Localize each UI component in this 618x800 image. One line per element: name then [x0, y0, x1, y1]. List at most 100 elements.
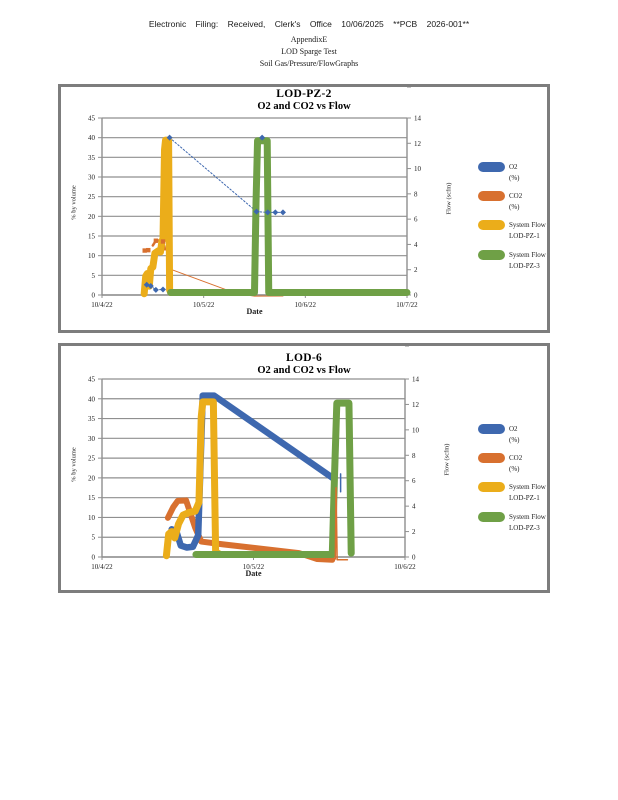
left-tick-label: 20	[88, 474, 96, 482]
chart-subtitle: O2 and CO2 vs Flow	[257, 365, 351, 376]
marker-square	[146, 247, 151, 253]
left-tick-label: 25	[88, 193, 96, 201]
legend-label: CO2	[509, 192, 523, 200]
left-tick-label: 45	[88, 115, 96, 123]
legend-item-flow3: System Flow LOD-PZ-3	[478, 250, 546, 272]
chart-title: LOD-PZ-2	[276, 88, 332, 100]
series-line	[162, 398, 224, 560]
right-tick-label: 8	[412, 452, 416, 460]
legend-swatch-flow3	[478, 250, 505, 260]
marker-square	[142, 248, 147, 253]
x-tick-label: 10/4/22	[91, 301, 113, 309]
marker-square	[160, 239, 166, 244]
right-tick-label: 12	[412, 401, 420, 409]
left-tick-label: 35	[88, 154, 96, 162]
graphs-title: Soil Gas/Pressure/FlowGraphs	[259, 59, 359, 68]
legend-label: O2	[509, 163, 518, 171]
chart-panel-lod-6: LOD-6 O2 and CO2 vs Flow 0 0 5 2 10 4 15 6 20 8 25…	[58, 343, 550, 593]
right-tick-label: 0	[412, 554, 416, 562]
legend-label: (%)	[509, 436, 520, 444]
legend-label: LOD-PZ-1	[509, 232, 540, 240]
right-tick-label: 2	[414, 266, 418, 274]
right-tick-label: undefined	[414, 87, 442, 89]
appendix-title: AppendixE	[290, 35, 328, 44]
legend-item-flow3: System Flow LOD-PZ-3	[478, 512, 546, 534]
left-tick-label: 10	[88, 252, 96, 260]
marker-diamond	[272, 209, 279, 216]
left-tick-label: 10	[88, 514, 96, 522]
right-tick-label: 2	[412, 528, 416, 536]
left-tick-label: 30	[88, 435, 96, 443]
series-line	[140, 136, 175, 298]
left-tick-label: 20	[88, 213, 96, 221]
right-tick-label: 8	[414, 190, 418, 198]
right-tick-label: undefined	[412, 346, 440, 348]
legend-label: O2	[509, 425, 518, 433]
legend-label: CO2	[509, 454, 523, 462]
legend-label: System Flow	[509, 251, 546, 259]
left-tick-label: 15	[88, 233, 96, 241]
right-axis-title: Flow (scfm)	[443, 443, 451, 476]
right-tick-label: 10	[412, 426, 420, 434]
legend-item-co2: CO2 (%)	[478, 453, 522, 475]
legend-label: LOD-PZ-3	[509, 524, 540, 532]
marker-diamond	[152, 286, 159, 293]
series-line	[334, 487, 349, 561]
plot-area: 005210415620825103012351440undefined45un…	[88, 346, 440, 571]
legend-item-flow1: System Flow LOD-PZ-1	[478, 482, 546, 504]
right-tick-label: undefined	[412, 346, 440, 348]
marker-diamond	[166, 134, 173, 141]
legend-item-o2: O2 (%)	[478, 162, 520, 184]
left-axis-title: % by volume	[70, 447, 78, 482]
left-tick-label: 30	[88, 174, 96, 182]
marker-diamond	[147, 282, 154, 289]
x-tick-label: 10/6/22	[295, 301, 317, 309]
right-tick-label: undefined	[414, 87, 442, 89]
legend-label: (%)	[509, 203, 520, 211]
left-tick-label: 5	[92, 272, 96, 280]
series-line	[192, 399, 355, 558]
x-axis-title: Date	[246, 307, 263, 316]
left-tick-label: 35	[88, 415, 96, 423]
test-title: LOD Sparge Test	[281, 47, 337, 56]
left-tick-label: 0	[92, 292, 96, 300]
chart-subtitle: O2 and CO2 vs Flow	[257, 101, 351, 112]
filing-header: Electronic Filing: Received, Clerk's Off…	[148, 19, 470, 29]
left-tick-label: 25	[88, 455, 96, 463]
right-tick-label: 4	[412, 503, 416, 511]
right-tick-label: 14	[412, 376, 420, 384]
marker-diamond	[259, 134, 266, 141]
series-line	[169, 137, 258, 213]
legend-swatch-flow1	[478, 220, 505, 230]
series-line	[167, 137, 411, 296]
right-tick-label: 0	[414, 292, 418, 300]
marker-diamond	[160, 286, 166, 293]
left-tick-label: 40	[88, 395, 96, 403]
legend-swatch-flow1	[478, 482, 505, 492]
legend-label: System Flow	[509, 483, 546, 491]
left-tick-label: 5	[92, 534, 96, 542]
legend-item-co2: CO2 (%)	[478, 191, 522, 213]
right-tick-label: 14	[414, 115, 422, 123]
legend-item-flow1: System Flow LOD-PZ-1	[478, 220, 546, 242]
legend-label: (%)	[509, 174, 520, 182]
x-tick-label: 10/4/22	[91, 563, 113, 571]
x-tick-label: 10/6/22	[394, 563, 416, 571]
right-tick-label: 6	[414, 216, 418, 224]
right-tick-label: 10	[414, 165, 422, 173]
marker-square	[153, 238, 159, 243]
left-tick-label: 45	[88, 376, 96, 384]
legend-label: LOD-PZ-1	[509, 494, 540, 502]
x-axis-title: Date	[245, 569, 262, 578]
x-tick-label: 10/5/22	[243, 563, 265, 571]
marker-diamond	[253, 208, 260, 215]
legend-swatch-co2	[478, 453, 505, 463]
legend-swatch-o2	[478, 424, 505, 434]
legend-label: System Flow	[509, 221, 546, 229]
plot-area: 005210415620825103012351440undefined45un…	[88, 87, 442, 309]
marker-diamond	[264, 209, 271, 216]
left-tick-label: 15	[88, 494, 96, 502]
chart-panel-lod-pz-2: LOD-PZ-2 O2 and CO2 vs Flow 0 0 5 2 10 4 15 6 20…	[58, 84, 550, 333]
legend-swatch-co2	[478, 191, 505, 201]
